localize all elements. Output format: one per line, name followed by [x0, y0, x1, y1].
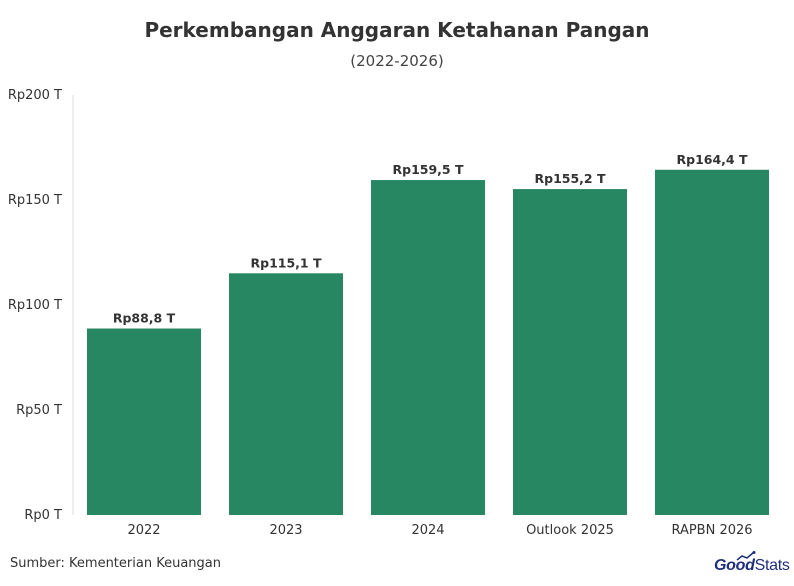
- x-tick-label: 2023: [269, 523, 302, 538]
- source-note: Sumber: Kementerian Keuangan: [10, 556, 221, 571]
- x-tick-label: Outlook 2025: [526, 523, 614, 538]
- y-tick-label: Rp50 T: [16, 403, 62, 418]
- goodstats-logo: GoodStats: [714, 551, 790, 577]
- y-tick-label: Rp200 T: [8, 88, 62, 103]
- logo-chart-icon: [736, 551, 756, 561]
- data-label: Rp88,8 T: [113, 311, 176, 326]
- data-label: Rp159,5 T: [393, 162, 464, 177]
- x-tick-label: 2022: [127, 523, 160, 538]
- x-tick-label: 2024: [411, 523, 444, 538]
- data-label: Rp155,2 T: [535, 171, 606, 186]
- bar: [87, 328, 201, 515]
- bar: [371, 180, 485, 516]
- logo-stats-text: Stats: [754, 557, 790, 574]
- bar: [655, 169, 769, 515]
- data-label: Rp164,4 T: [677, 152, 748, 167]
- logo-good-text: Good: [714, 557, 755, 574]
- x-tick-label: RAPBN 2026: [671, 523, 752, 538]
- bar: [513, 189, 627, 515]
- y-tick-label: Rp0 T: [24, 508, 62, 523]
- data-label: Rp115,1 T: [251, 255, 322, 270]
- chart-subtitle: (2022-2026): [350, 52, 444, 70]
- y-tick-label: Rp150 T: [8, 193, 62, 208]
- y-tick-label: Rp100 T: [8, 298, 62, 313]
- bar: [229, 273, 343, 515]
- chart-title: Perkembangan Anggaran Ketahanan Pangan: [144, 18, 650, 42]
